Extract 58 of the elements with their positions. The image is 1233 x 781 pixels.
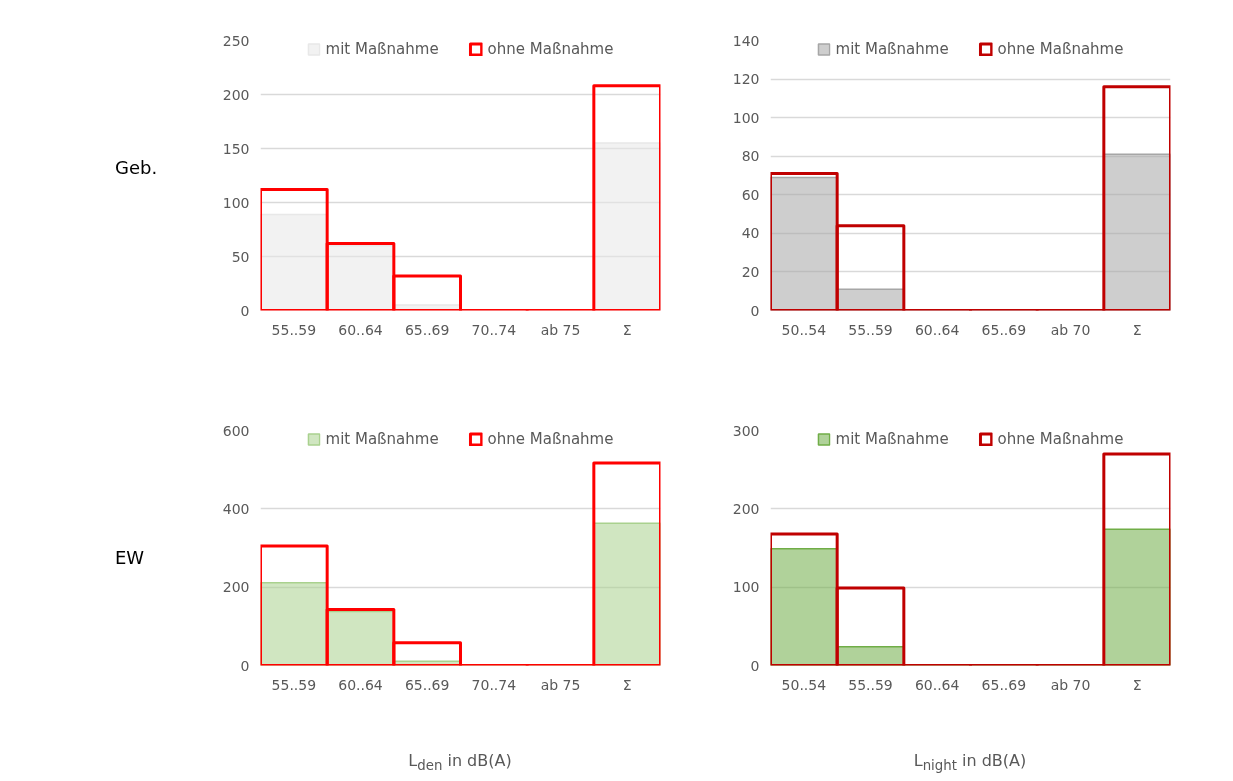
x-tick-label: Σ [1132,321,1142,338]
x-tick-label: 55..59 [271,321,317,338]
legend-label: ohne Maßnahme [487,430,614,448]
x-tick-label: Σ [1132,676,1142,693]
legend-label: ohne Maßnahme [997,40,1124,58]
x-tick-label: 50..54 [781,321,827,338]
x-tick-label: 60..64 [914,321,960,338]
y-tick-label: 300 [732,422,760,439]
x-tick-label: 50..54 [781,676,827,693]
y-tick-label: 100 [732,579,760,596]
x-tick-label: 65..69 [981,321,1027,338]
x-tick-label: 65..69 [404,321,450,338]
y-tick-label: 100 [222,194,250,211]
y-tick-label: 250 [222,32,250,49]
x-tick-label: 65..69 [404,676,450,693]
x-tick-label: 60..64 [914,676,960,693]
y-tick-label: 200 [222,86,250,103]
y-tick-label: 20 [741,263,760,280]
y-tick-label: 600 [222,422,250,439]
y-tick-label: 140 [732,32,760,49]
x-tick-label: ab 70 [1050,321,1091,338]
x-tick-label: ab 75 [540,676,581,693]
legend-label: mit Maßnahme [325,40,439,58]
y-tick-label: 60 [741,186,760,203]
x-tick-label: 60..64 [338,676,383,693]
legend-label: ohne Maßnahme [487,40,614,58]
legend-label: mit Maßnahme [835,430,949,448]
legend-label: mit Maßnahme [325,430,439,448]
y-tick-label: 150 [222,140,250,157]
y-tick-label: 0 [750,657,760,674]
y-tick-label: 200 [732,500,760,517]
x-axis-title: L$_{night}$ in dB(A) [912,750,1028,776]
y-tick-label: 400 [222,500,250,517]
y-tick-label: 200 [222,579,250,596]
x-tick-label: ab 75 [540,321,581,338]
y-tick-label: 100 [732,109,760,126]
x-tick-label: Σ [622,676,632,693]
text: Geb. [114,156,158,180]
y-tick-label: 80 [741,148,760,165]
x-tick-label: 55..59 [271,676,317,693]
text: EW [114,546,145,570]
legend-label: ohne Maßnahme [997,430,1124,448]
y-tick-label: 0 [240,302,250,319]
x-tick-label: 65..69 [981,676,1027,693]
x-tick-label: ab 70 [1050,676,1091,693]
y-tick-label: 40 [741,225,760,242]
legend-label: mit Maßnahme [835,40,949,58]
y-tick-label: 0 [750,302,760,319]
x-tick-label: 60..64 [338,321,383,338]
y-tick-label: 120 [732,71,760,88]
y-tick-label: 50 [231,248,250,265]
y-tick-label: 0 [240,657,250,674]
x-tick-label: 70..74 [471,321,517,338]
x-tick-label: 55..59 [848,676,893,693]
x-axis-title: L$_{den}$ in dB(A) [407,750,513,776]
x-tick-label: Σ [622,321,632,338]
x-tick-label: 70..74 [471,676,517,693]
x-tick-label: 55..59 [848,321,893,338]
